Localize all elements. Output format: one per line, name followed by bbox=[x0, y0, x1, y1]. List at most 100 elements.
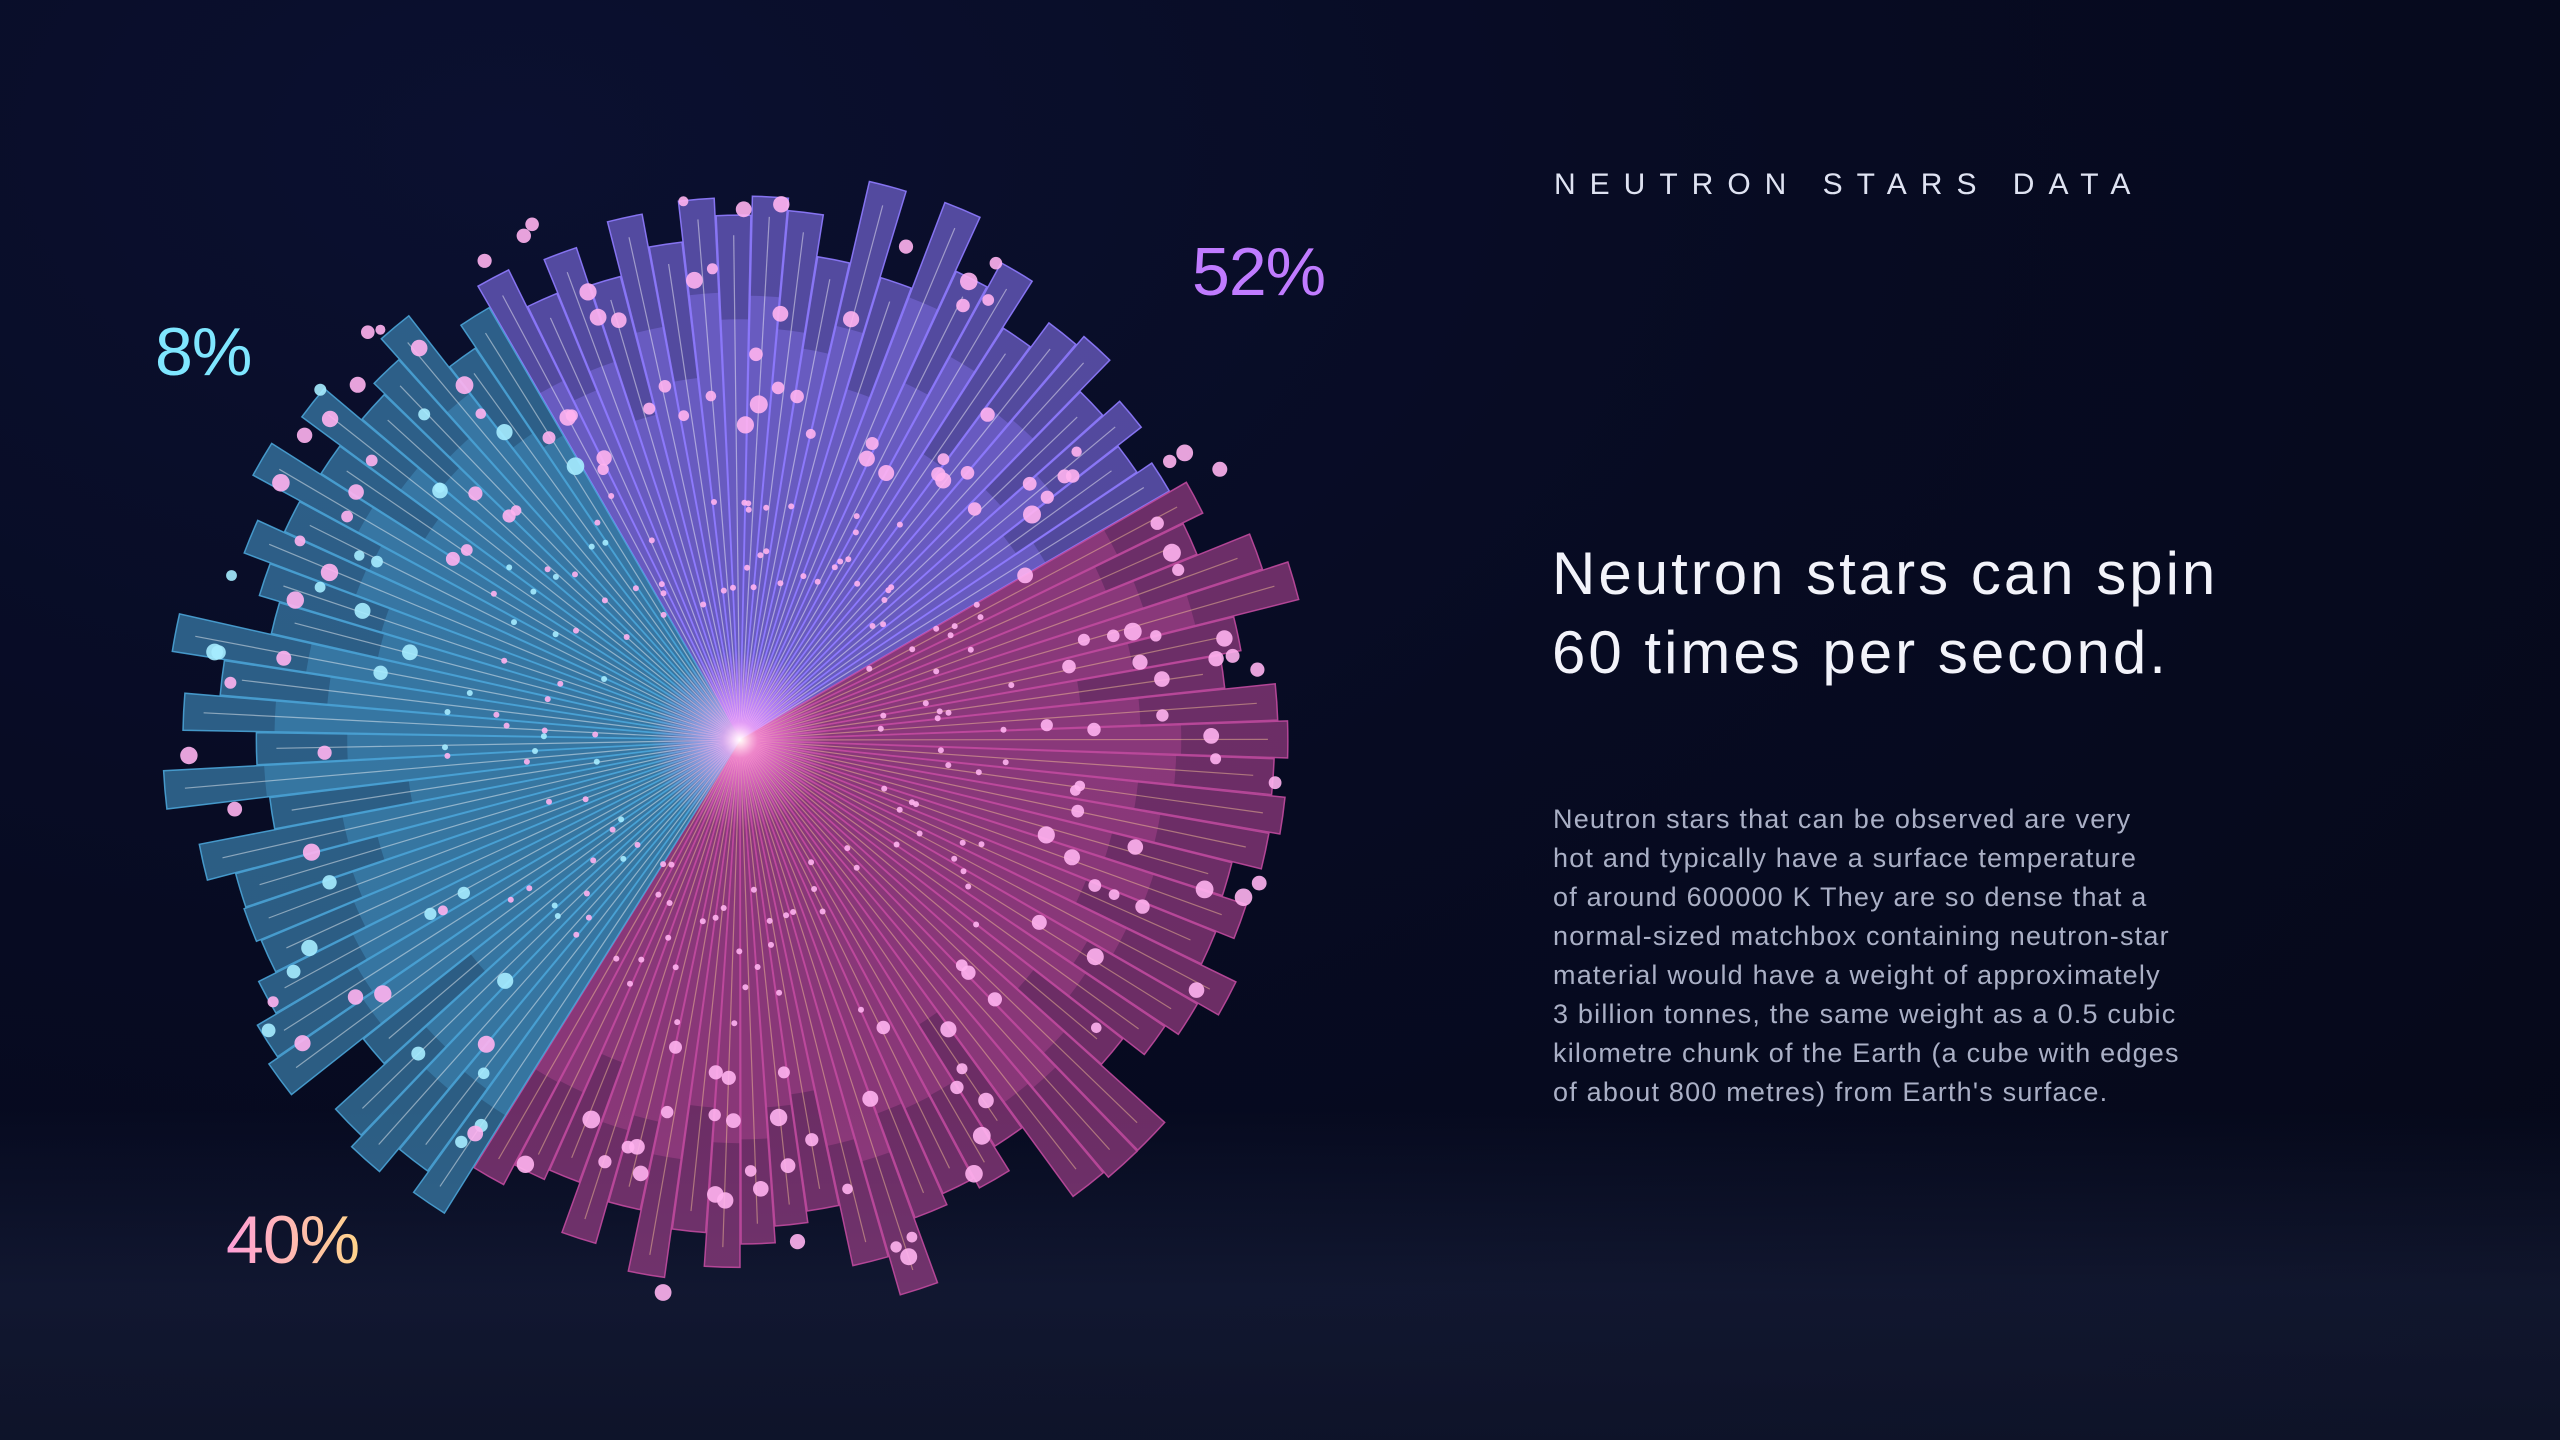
chart-dot bbox=[945, 762, 952, 769]
chart-dot bbox=[573, 627, 579, 634]
chart-ray bbox=[295, 739, 741, 1069]
chart-dot bbox=[361, 325, 375, 340]
chart-dot bbox=[375, 324, 386, 335]
chart-bar-inner bbox=[400, 467, 740, 740]
chart-bar-inner bbox=[352, 740, 740, 898]
chart-dot bbox=[267, 996, 279, 1008]
chart-dot bbox=[1108, 889, 1120, 900]
chart-dot bbox=[180, 746, 198, 765]
chart-bar bbox=[270, 601, 741, 741]
chart-dot bbox=[322, 875, 337, 890]
chart-dot bbox=[843, 311, 860, 328]
chart-dot bbox=[1071, 804, 1085, 818]
chart-bar-inner bbox=[740, 740, 902, 1114]
chart-core-glow bbox=[650, 650, 830, 830]
chart-dot bbox=[766, 917, 773, 924]
chart-dot bbox=[1008, 682, 1015, 689]
chart-dot bbox=[276, 650, 292, 666]
chart-dot bbox=[1203, 728, 1220, 744]
chart-bar bbox=[251, 442, 741, 741]
chart-dot bbox=[931, 467, 946, 482]
chart-dot bbox=[933, 668, 940, 675]
chart-dot bbox=[853, 513, 860, 520]
chart-dot bbox=[551, 902, 558, 909]
chart-bar bbox=[739, 335, 1111, 741]
chart-bar-inner bbox=[740, 740, 1056, 1088]
chart-dot bbox=[893, 841, 900, 848]
chart-dot bbox=[674, 1019, 681, 1026]
chart-bar bbox=[350, 739, 741, 1173]
chart-dot bbox=[1208, 651, 1224, 667]
chart-bar-inner bbox=[740, 740, 930, 1109]
chart-dot bbox=[763, 504, 770, 511]
chart-dot bbox=[1017, 567, 1033, 584]
chart-dot bbox=[1087, 722, 1101, 737]
chart-bar-inner bbox=[601, 740, 740, 1131]
chart-dot bbox=[294, 535, 306, 547]
chart-dot bbox=[819, 908, 826, 915]
chart-bar bbox=[398, 739, 741, 1173]
chart-dot bbox=[1251, 875, 1267, 891]
chart-dot bbox=[660, 611, 667, 618]
chart-dot bbox=[597, 463, 609, 475]
chart-dot bbox=[532, 748, 538, 754]
chart-dot bbox=[721, 1070, 736, 1085]
chart-dot bbox=[455, 1135, 468, 1149]
chart-dot bbox=[666, 900, 673, 906]
chart-bar bbox=[739, 739, 948, 1219]
chart-dot bbox=[978, 841, 985, 848]
chart-bar bbox=[739, 400, 1143, 741]
chart-dot bbox=[749, 395, 768, 414]
chart-dot bbox=[554, 913, 561, 919]
chart-ray bbox=[739, 739, 1111, 1151]
chart-dot bbox=[934, 715, 941, 722]
chart-dot bbox=[967, 502, 982, 516]
chart-dot bbox=[776, 989, 783, 996]
chart-bar bbox=[739, 739, 1166, 1056]
chart-dot bbox=[977, 614, 984, 621]
chart-dot bbox=[700, 601, 707, 608]
chart-bar bbox=[334, 739, 741, 1137]
chart-bar-inner bbox=[740, 740, 1034, 989]
chart-dot bbox=[936, 708, 943, 715]
section-kicker: NEUTRON STARS DATA bbox=[1554, 168, 2145, 201]
chart-dot bbox=[582, 796, 589, 803]
chart-dot bbox=[909, 646, 916, 653]
chart-bar bbox=[260, 739, 741, 973]
chart-dot bbox=[272, 474, 290, 492]
chart-dot bbox=[314, 581, 326, 593]
headline-line-1: Neutron stars can spin bbox=[1552, 540, 2219, 607]
chart-dot bbox=[552, 631, 559, 638]
chart-dot bbox=[881, 597, 888, 603]
chart-dot bbox=[643, 402, 656, 415]
chart-dot bbox=[632, 1165, 649, 1182]
chart-dot bbox=[777, 1066, 790, 1079]
chart-dot bbox=[418, 408, 431, 421]
chart-bar bbox=[739, 739, 777, 1245]
chart-bar bbox=[514, 739, 741, 1181]
chart-ray bbox=[739, 205, 884, 741]
chart-dot bbox=[869, 623, 876, 629]
chart-dot bbox=[437, 905, 448, 916]
chart-dot bbox=[1150, 630, 1162, 642]
chart-bar-inner bbox=[740, 581, 1144, 740]
chart-bar bbox=[739, 739, 1233, 897]
chart-dot bbox=[1091, 1022, 1102, 1034]
chart-bar bbox=[472, 739, 741, 1186]
chart-ray bbox=[739, 585, 1275, 741]
chart-dot bbox=[741, 499, 748, 506]
chart-dot bbox=[862, 1090, 879, 1107]
chart-bar bbox=[267, 739, 741, 1096]
chart-dot bbox=[906, 1231, 918, 1243]
chart-bar bbox=[606, 213, 741, 741]
chart-dot bbox=[880, 621, 887, 628]
chart-dot bbox=[226, 570, 237, 581]
chart-dot bbox=[772, 305, 789, 322]
chart-dot bbox=[951, 623, 958, 630]
chart-dot bbox=[805, 1133, 819, 1147]
chart-dot bbox=[623, 634, 630, 640]
body-line: Neutron stars that can be observed are v… bbox=[1553, 804, 2132, 834]
chart-bar bbox=[459, 306, 741, 741]
chart-bar-inner bbox=[740, 389, 870, 740]
chart-dot bbox=[908, 799, 915, 806]
